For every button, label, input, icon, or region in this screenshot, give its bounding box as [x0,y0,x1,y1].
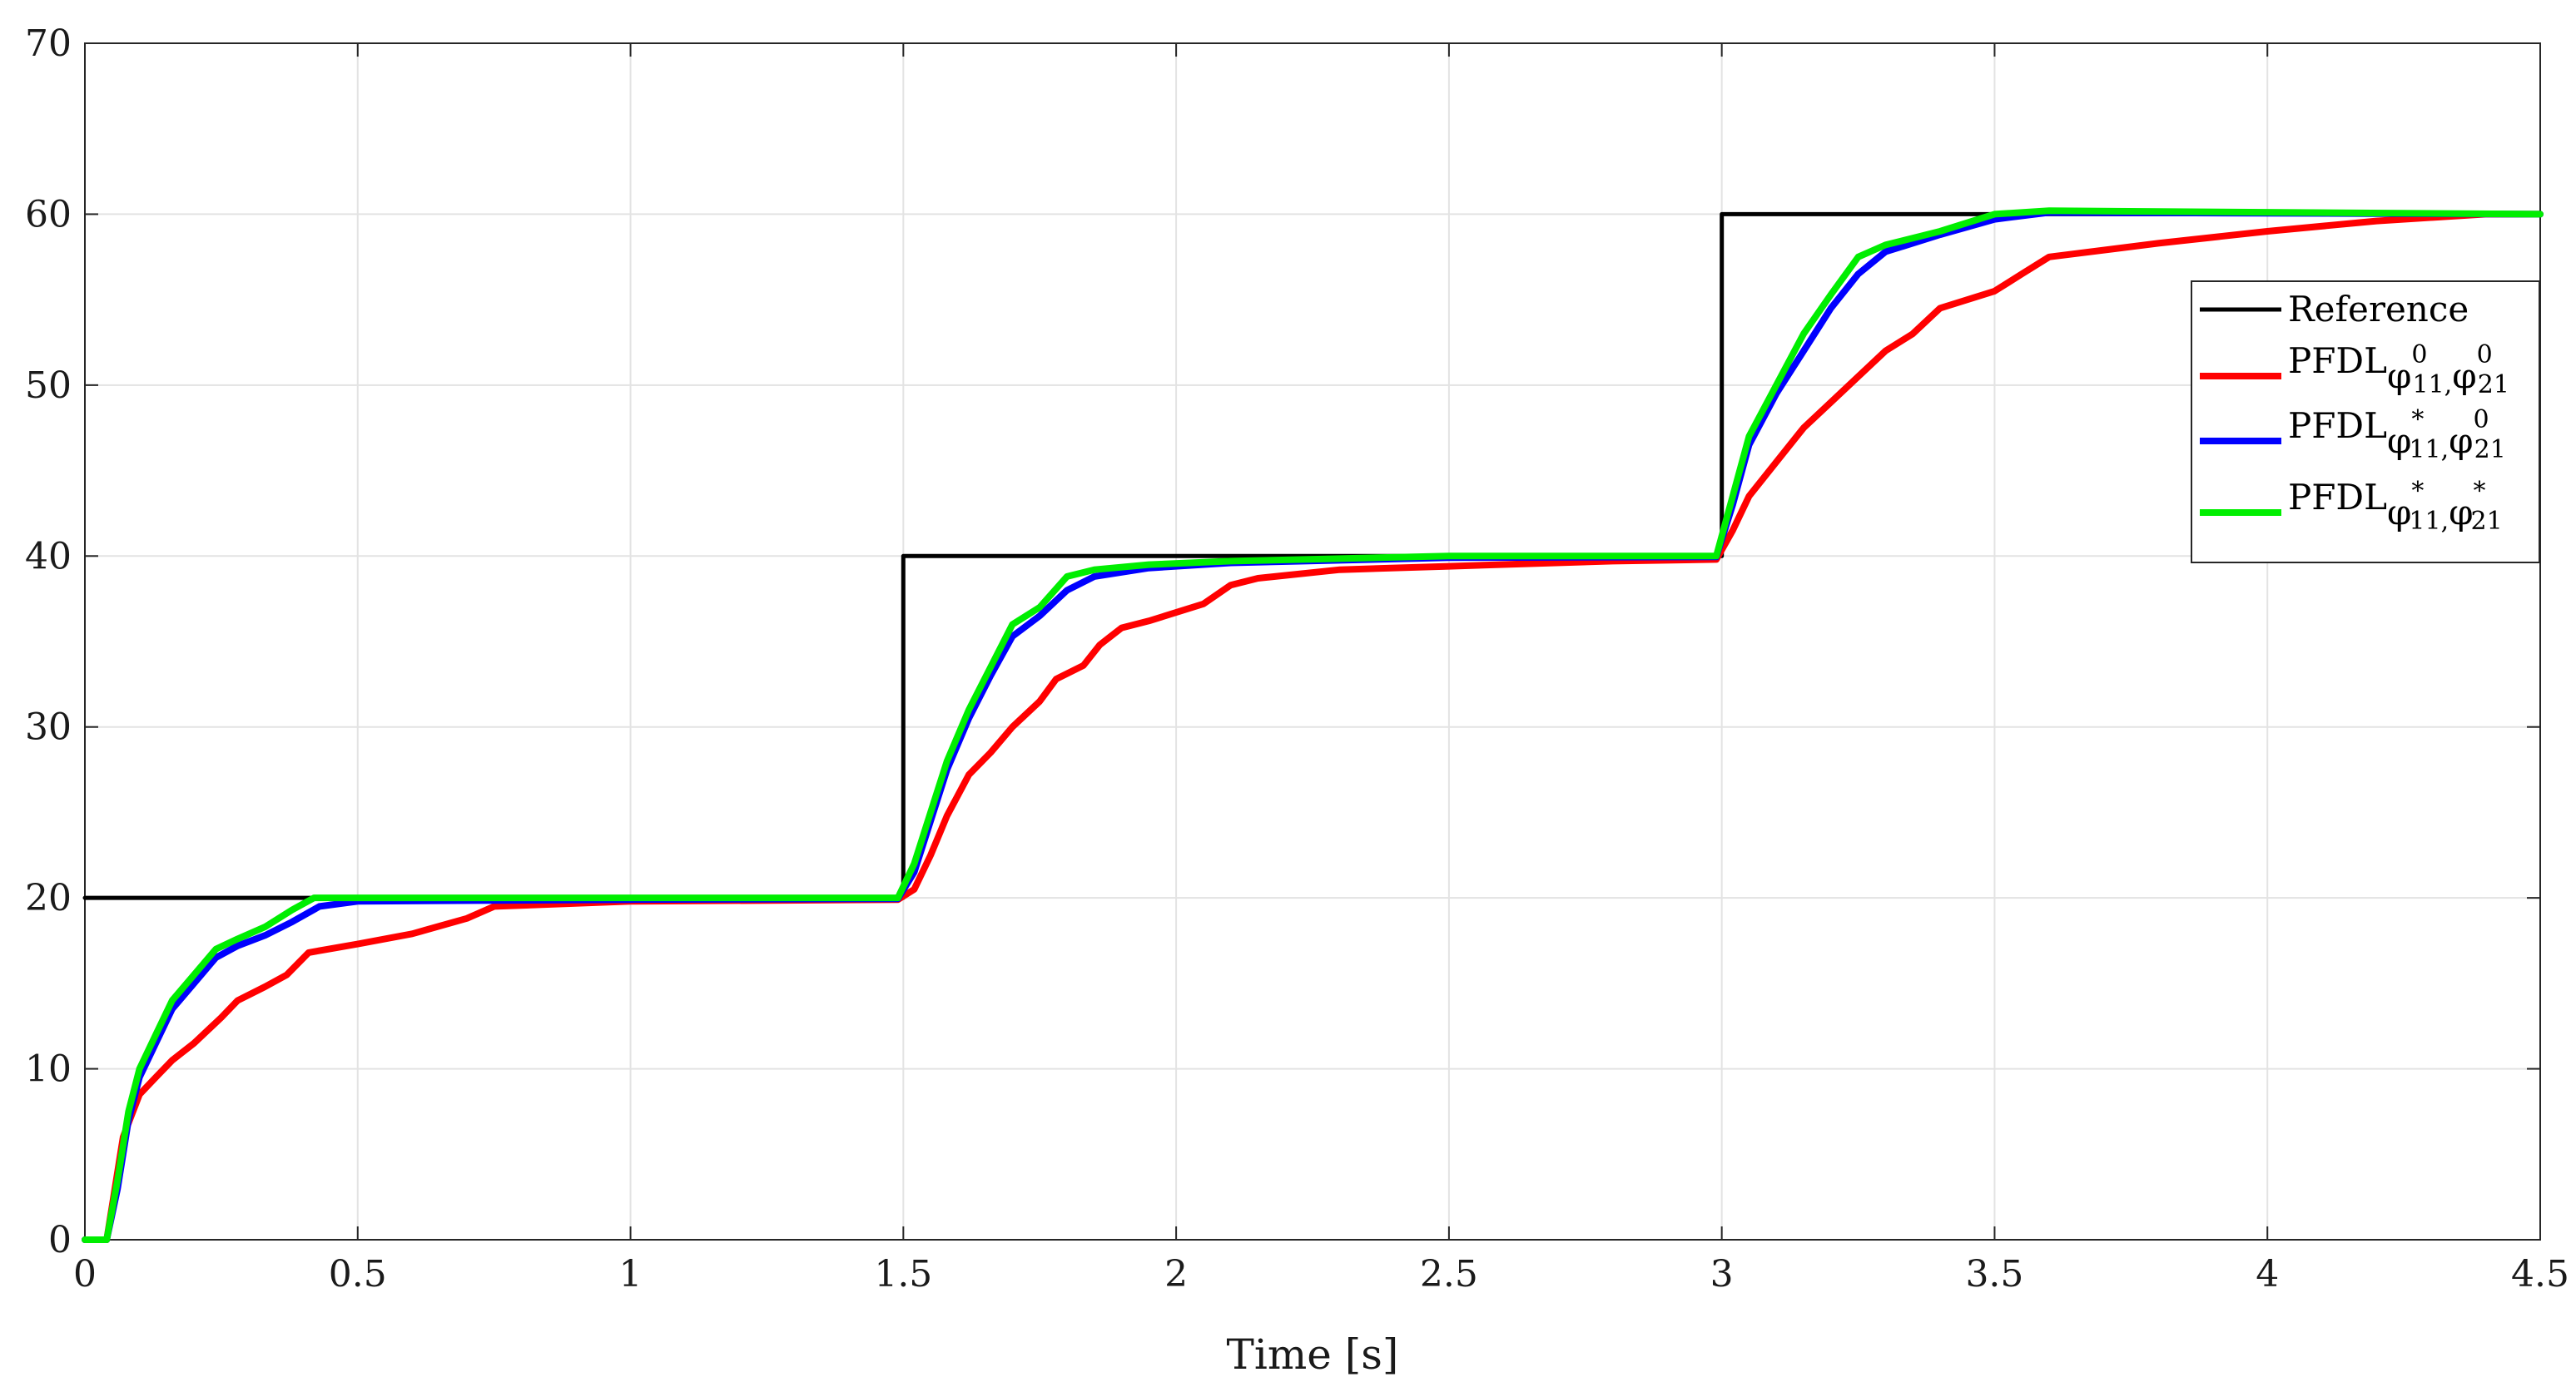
y-tick-label: 60 [25,193,72,235]
y-tick-label: 10 [25,1048,72,1091]
y-tick-label: 50 [25,364,72,407]
x-tick-label: 4 [2256,1253,2279,1295]
pfdl-phi11-star-phi21-0-line [82,209,2544,1243]
x-tick-label: 0 [73,1253,97,1295]
plot-area [84,42,2541,1241]
series-lines [82,207,2544,1243]
x-tick-label: 4.5 [2511,1253,2569,1295]
pfdl-phi11-0-phi21-0-line [82,211,2544,1243]
legend-entry-pfdl-3: PFDLφ* 11,φ* 21 [2200,477,2503,536]
y-tick-label: 30 [25,706,72,749]
x-axis-title: Time [s] [1227,1330,1399,1379]
y-tick-label: 20 [25,877,72,919]
legend-label: PFDLφ* 11,φ* 21 [2288,477,2503,536]
legend-label: Reference [2288,289,2469,329]
legend: Reference PFDLφ0 11,φ0 21 PFDLφ* 11,φ0 21 PFDLφ… [2191,280,2540,563]
x-tick-label: 2 [1164,1253,1188,1295]
legend-entry-pfdl-2: PFDLφ* 11,φ0 21 [2200,405,2506,464]
x-tick-label: 3 [1710,1253,1734,1295]
grid-lines [84,42,2541,1241]
x-tick-label: 2.5 [1420,1253,1478,1295]
legend-label: PFDLφ0 11,φ0 21 [2288,340,2509,399]
legend-entry-pfdl-1: PFDLφ0 11,φ0 21 [2200,340,2509,399]
x-tick-label: 1 [619,1253,643,1295]
x-tick-label: 3.5 [1965,1253,2023,1295]
axis-ticks: 0 0.5 1 1.5 2 2.5 3 3.5 4 4.5 0 10 20 30 40 50 60 70 [25,22,2569,1295]
legend-label: PFDLφ* 11,φ0 21 [2288,405,2506,464]
y-tick-label: 0 [48,1219,72,1261]
y-tick-label: 70 [25,22,72,65]
pfdl-phi11-star-phi21-star-line [82,207,2544,1243]
y-tick-label: 40 [25,535,72,577]
x-tick-label: 0.5 [329,1253,387,1295]
legend-entry-reference: Reference [2200,289,2469,329]
x-tick-label: 1.5 [874,1253,932,1295]
